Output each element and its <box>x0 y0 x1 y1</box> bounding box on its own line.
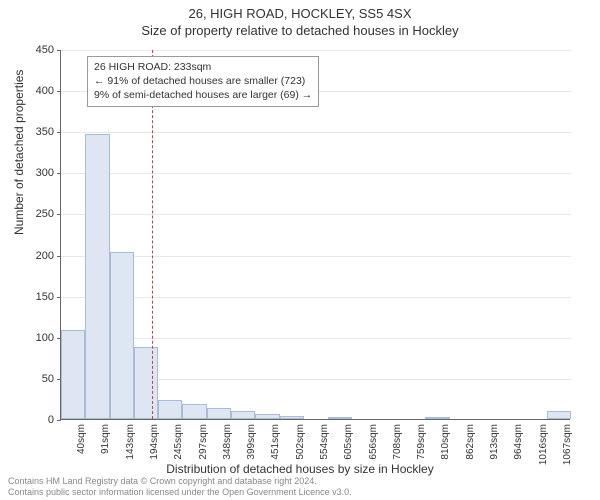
ytick-label: 450 <box>10 44 54 56</box>
xtick-label: 502sqm <box>295 424 306 460</box>
ytick-mark <box>57 420 61 421</box>
plot-area: 26 HIGH ROAD: 233sqm ← 91% of detached h… <box>60 50 570 420</box>
ytick-label: 0 <box>10 414 54 426</box>
bar <box>85 134 109 419</box>
xtick-label: 348sqm <box>222 424 233 460</box>
bar <box>547 411 571 419</box>
ytick-label: 200 <box>10 250 54 262</box>
bar <box>110 252 134 419</box>
bar <box>182 404 206 419</box>
bar <box>207 408 231 420</box>
ytick-mark <box>57 214 61 215</box>
xtick-label: 451sqm <box>270 424 281 460</box>
xtick-label: 759sqm <box>416 424 427 460</box>
title-subtitle: Size of property relative to detached ho… <box>0 21 600 38</box>
ytick-mark <box>57 91 61 92</box>
ytick-label: 150 <box>10 291 54 303</box>
xtick-label: 91sqm <box>100 424 111 454</box>
ytick-label: 50 <box>10 373 54 385</box>
bar <box>158 400 182 419</box>
footer: Contains HM Land Registry data © Crown c… <box>0 476 600 498</box>
title-address: 26, HIGH ROAD, HOCKLEY, SS5 4SX <box>0 0 600 21</box>
xtick-label: 964sqm <box>513 424 524 460</box>
xtick-label: 40sqm <box>76 424 87 454</box>
xtick-label: 194sqm <box>149 424 160 460</box>
annotation-line2: ← 91% of detached houses are smaller (72… <box>94 74 312 88</box>
ytick-label: 100 <box>10 332 54 344</box>
bar <box>61 330 85 419</box>
chart-container: 26, HIGH ROAD, HOCKLEY, SS5 4SX Size of … <box>0 0 600 500</box>
ytick-mark <box>57 132 61 133</box>
grid-line <box>61 297 571 298</box>
grid-line <box>61 132 571 133</box>
xtick-label: 1067sqm <box>562 424 573 465</box>
xtick-label: 605sqm <box>343 424 354 460</box>
annotation-box: 26 HIGH ROAD: 233sqm ← 91% of detached h… <box>87 56 319 107</box>
annotation-line1: 26 HIGH ROAD: 233sqm <box>94 60 312 74</box>
grid-line <box>61 338 571 339</box>
footer-line2: Contains public sector information licen… <box>8 487 600 498</box>
grid-line <box>61 50 571 51</box>
ytick-mark <box>57 50 61 51</box>
grid-line <box>61 214 571 215</box>
grid-line <box>61 256 571 257</box>
bar <box>328 417 352 419</box>
xtick-label: 656sqm <box>368 424 379 460</box>
grid-line <box>61 173 571 174</box>
ytick-mark <box>57 256 61 257</box>
xtick-label: 554sqm <box>319 424 330 460</box>
ytick-label: 300 <box>10 167 54 179</box>
bar <box>280 416 304 419</box>
ytick-label: 350 <box>10 126 54 138</box>
x-axis-label: Distribution of detached houses by size … <box>0 462 600 476</box>
xtick-label: 1016sqm <box>538 424 549 465</box>
xtick-label: 913sqm <box>489 424 500 460</box>
xtick-label: 143sqm <box>125 424 136 460</box>
chart-area: 26 HIGH ROAD: 233sqm ← 91% of detached h… <box>60 50 570 420</box>
bar <box>134 347 158 419</box>
bar <box>425 417 449 419</box>
xtick-label: 810sqm <box>440 424 451 460</box>
xtick-label: 245sqm <box>173 424 184 460</box>
ytick-mark <box>57 297 61 298</box>
xtick-label: 399sqm <box>246 424 257 460</box>
ytick-label: 250 <box>10 208 54 220</box>
footer-line1: Contains HM Land Registry data © Crown c… <box>8 476 600 487</box>
ytick-mark <box>57 173 61 174</box>
bar <box>231 411 255 419</box>
ytick-label: 400 <box>10 85 54 97</box>
xtick-label: 862sqm <box>465 424 476 460</box>
xtick-label: 297sqm <box>198 424 209 460</box>
bar <box>255 414 279 419</box>
xtick-label: 708sqm <box>392 424 403 460</box>
annotation-line3: 9% of semi-detached houses are larger (6… <box>94 88 312 102</box>
